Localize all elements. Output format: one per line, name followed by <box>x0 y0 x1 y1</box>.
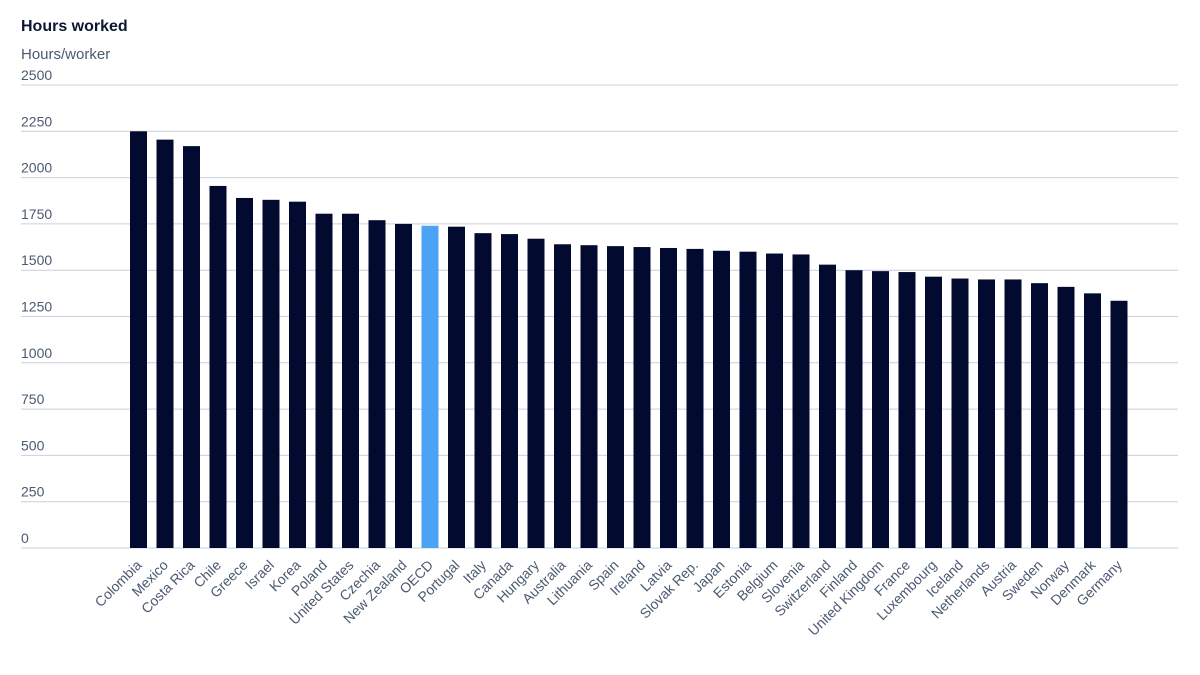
y-axis-label: Hours/worker <box>21 46 111 63</box>
bar-israel <box>262 199 280 548</box>
bar-germany <box>1110 300 1128 548</box>
bar-estonia <box>739 251 757 548</box>
bar-united-states <box>342 213 359 549</box>
y-tick-label: 750 <box>21 391 45 407</box>
y-tick-label: 500 <box>21 437 45 453</box>
y-tick-label: 0 <box>21 530 29 546</box>
bar-austria <box>1004 279 1022 548</box>
bar-switzerland <box>819 264 836 548</box>
bar-japan <box>713 250 730 548</box>
bar-denmark <box>1084 293 1101 548</box>
bar-norway <box>1057 286 1075 548</box>
bar-oecd <box>421 225 439 548</box>
y-tick-label: 2000 <box>21 160 52 176</box>
bar-slovenia <box>792 254 810 548</box>
bar-czechia <box>368 220 386 549</box>
bar-colombia <box>130 131 147 549</box>
bar-portugal <box>448 226 465 549</box>
bar-australia <box>554 244 571 548</box>
bar-france <box>898 272 916 548</box>
bar-mexico <box>156 139 174 548</box>
bar-belgium <box>766 253 783 549</box>
bar-chile <box>209 185 227 548</box>
bar-costa-rica <box>183 146 200 548</box>
bar-canada <box>501 234 518 548</box>
bar-finland <box>845 270 863 548</box>
bar-new-zealand <box>395 223 412 548</box>
bar-greece <box>236 197 253 549</box>
bar-poland <box>315 213 333 549</box>
bar-italy <box>474 233 492 548</box>
bar-iceland <box>951 278 969 548</box>
bar-korea <box>289 201 306 548</box>
bar-netherlands <box>978 279 995 548</box>
bar-latvia <box>660 247 677 548</box>
bar-united-kingdom <box>872 271 889 548</box>
chart-title: Hours worked <box>21 18 128 35</box>
bar-ireland <box>633 247 651 549</box>
bar-sweden <box>1031 283 1048 548</box>
bar-hungary <box>527 238 545 548</box>
y-tick-label: 2250 <box>21 113 52 129</box>
y-tick-label: 1250 <box>21 299 52 315</box>
y-tick-label: 1500 <box>21 252 52 268</box>
bar-spain <box>607 246 624 548</box>
bar-slovak-rep- <box>686 248 704 549</box>
bar-lithuania <box>580 245 598 548</box>
y-tick-label: 1000 <box>21 345 52 361</box>
bar-luxembourg <box>925 276 942 548</box>
y-tick-label: 250 <box>21 484 45 500</box>
y-tick-label: 1750 <box>21 206 52 222</box>
y-tick-label: 2500 <box>21 67 52 83</box>
